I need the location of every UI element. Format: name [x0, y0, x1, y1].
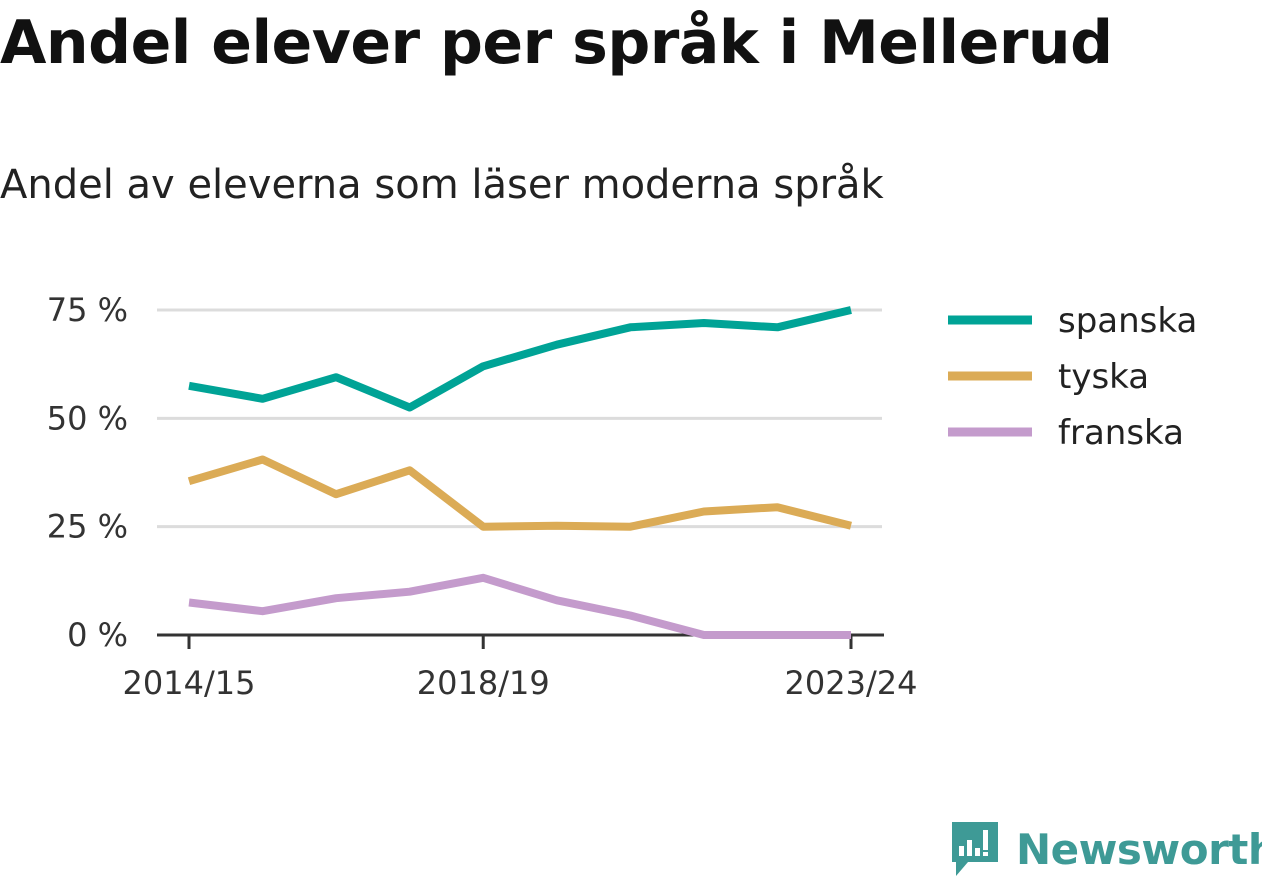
x-tick-label: 2014/15: [123, 664, 256, 702]
newsworthy-logo-icon: [952, 822, 998, 876]
y-tick-label: 75 %: [47, 291, 128, 329]
series-line-spanska: [188, 306, 852, 412]
series-lines: [187, 306, 852, 639]
newsworthy-brand: Newsworthy: [950, 820, 1262, 878]
legend-label-franska: franska: [1058, 413, 1184, 453]
legend: spanska tyska franska: [948, 301, 1197, 453]
x-tick-label: 2018/19: [417, 664, 550, 702]
y-tick-label: 0 %: [67, 616, 128, 654]
series-line-franska: [188, 573, 851, 639]
x-tick-label: 2023/24: [785, 664, 918, 702]
gridlines: [157, 308, 882, 529]
y-tick-label: 50 %: [47, 399, 128, 437]
chart-title: Andel elever per språk i Mellerud: [0, 8, 1113, 78]
legend-label-tyska: tyska: [1058, 357, 1149, 397]
legend-label-spanska: spanska: [1058, 301, 1197, 341]
series-line-tyska: [187, 455, 852, 531]
line-chart: 0 % 25 % 50 % 75 % 2014/15 2018/19 2023/24 sp…: [47, 291, 1198, 702]
x-axis: 2014/15 2018/19 2023/24: [123, 633, 918, 702]
y-axis-tick-labels: 0 % 25 % 50 % 75 %: [47, 291, 128, 654]
brand-name: Newsworthy: [1016, 824, 1262, 874]
chart-subtitle: Andel av eleverna som läser moderna språ…: [0, 162, 884, 208]
y-tick-label: 25 %: [47, 508, 128, 546]
